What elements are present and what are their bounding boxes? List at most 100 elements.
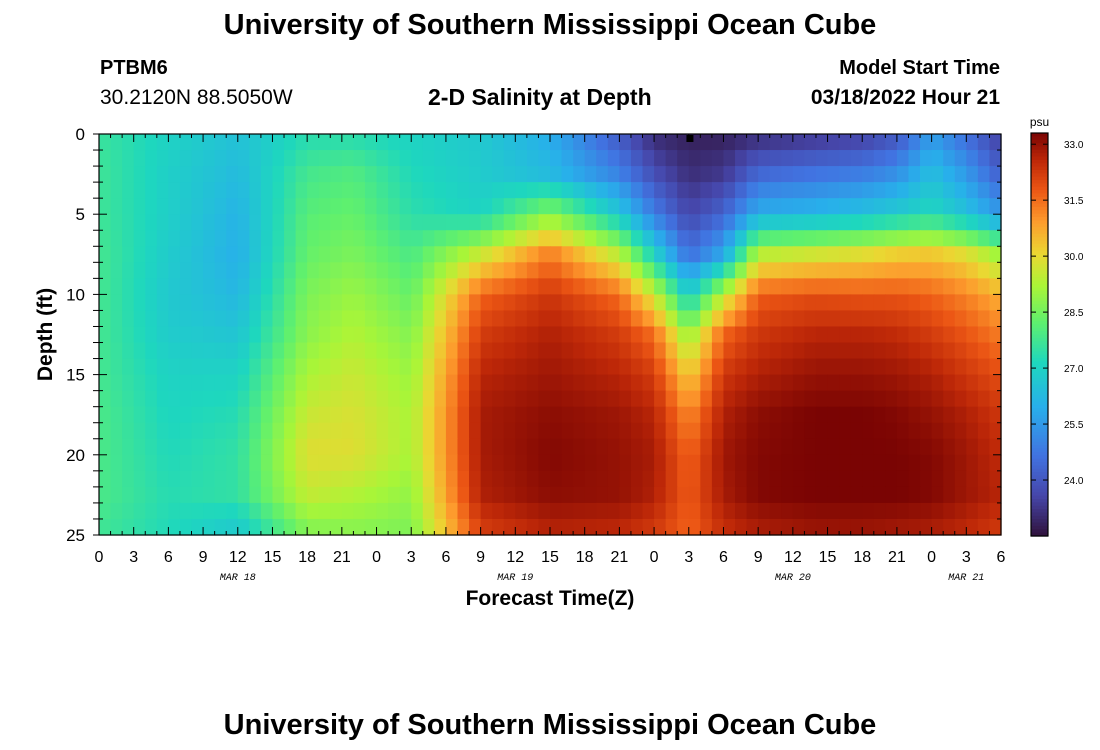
heatmap-cell: [700, 374, 713, 392]
heatmap-cell: [168, 406, 181, 424]
plot-subtitle: 2-D Salinity at Depth: [428, 84, 652, 110]
heatmap-cell: [735, 182, 748, 199]
heatmap-cell: [654, 358, 667, 376]
heatmap-cell: [168, 438, 181, 456]
heatmap-cell: [596, 214, 609, 231]
heatmap-cell: [480, 294, 493, 312]
colorbar-segment: [1031, 243, 1048, 248]
heatmap-cell: [272, 278, 285, 295]
heatmap-cell: [376, 406, 389, 424]
heatmap-cell: [469, 486, 482, 504]
heatmap-cell: [550, 454, 563, 472]
colorbar-segment: [1031, 307, 1048, 312]
colorbar-segment: [1031, 425, 1048, 430]
heatmap-cell: [654, 342, 667, 360]
heatmap-cell: [804, 502, 817, 520]
heatmap-cell: [908, 502, 921, 520]
heatmap-cell: [839, 422, 852, 440]
heatmap-cell: [133, 198, 146, 215]
heatmap-cell: [561, 438, 574, 456]
heatmap-cell: [445, 310, 459, 328]
heatmap-cell: [862, 438, 875, 456]
colorbar-segment: [1031, 405, 1048, 409]
heatmap-cell: [896, 518, 910, 536]
y-axis-title: Depth (ft): [34, 288, 57, 381]
heatmap-cell: [122, 182, 135, 199]
heatmap-cell: [168, 278, 181, 295]
heatmap-cell: [630, 502, 644, 520]
heatmap-cell: [399, 358, 412, 376]
heatmap-cell: [284, 470, 297, 488]
heatmap-cell: [122, 278, 135, 295]
heatmap-cell: [954, 470, 967, 488]
heatmap-cell: [607, 246, 620, 263]
heatmap-cell: [758, 374, 771, 392]
heatmap-cell: [839, 230, 852, 247]
heatmap-cell: [931, 134, 944, 151]
heatmap-cell: [885, 470, 898, 488]
heatmap-cell: [931, 486, 944, 504]
heatmap-cell: [526, 310, 540, 328]
heatmap-cell: [896, 134, 910, 151]
heatmap-cell: [353, 246, 366, 263]
heatmap-cell: [179, 326, 193, 344]
heatmap-cell: [746, 166, 759, 183]
heatmap-cell: [480, 166, 493, 183]
heatmap-cell: [827, 374, 840, 392]
heatmap-cell: [688, 310, 701, 328]
heatmap-cell: [989, 310, 1002, 328]
heatmap-cell: [388, 294, 401, 312]
heatmap-cell: [411, 134, 424, 151]
heatmap-cell: [561, 310, 574, 328]
x-tick-label: 3: [962, 549, 971, 566]
heatmap-cell: [364, 486, 378, 504]
heatmap-cell: [885, 358, 898, 376]
heatmap-cell: [630, 198, 644, 215]
heatmap-cell: [376, 438, 389, 456]
heatmap-cell: [873, 182, 886, 199]
heatmap-cell: [284, 230, 297, 247]
heatmap-cell: [503, 198, 516, 215]
heatmap-cell: [862, 502, 875, 520]
heatmap-cell: [885, 438, 898, 456]
heatmap-cell: [735, 470, 748, 488]
heatmap-cell: [769, 470, 782, 488]
heatmap-cell: [422, 310, 435, 328]
heatmap-cell: [711, 214, 725, 231]
colorbar-segment: [1031, 136, 1048, 141]
heatmap-cell: [573, 326, 586, 344]
heatmap-cell: [792, 134, 806, 151]
heatmap-cell: [561, 390, 574, 408]
heatmap-cell: [700, 262, 713, 279]
heatmap-cell: [920, 406, 933, 424]
heatmap-cell: [237, 454, 250, 472]
heatmap-cell: [642, 518, 655, 536]
colorbar-segment: [1031, 394, 1048, 399]
heatmap-cell: [133, 390, 146, 408]
heatmap-cell: [284, 502, 297, 520]
colorbar-segment: [1031, 163, 1048, 168]
heatmap-cell: [226, 406, 239, 424]
heatmap-cell: [364, 374, 378, 392]
heatmap-cell: [584, 374, 597, 392]
heatmap-cell: [330, 470, 343, 488]
heatmap-cell: [214, 326, 227, 344]
heatmap-cell: [723, 166, 736, 183]
heatmap-cell: [735, 518, 748, 536]
heatmap-cell: [307, 342, 320, 360]
heatmap-cell: [723, 374, 736, 392]
heatmap-cell: [550, 342, 563, 360]
heatmap-cell: [388, 182, 401, 199]
heatmap-cell: [422, 358, 435, 376]
colorbar-segment: [1031, 317, 1048, 322]
heatmap-cell: [457, 150, 470, 167]
heatmap-cell: [214, 342, 227, 360]
heatmap-cell: [931, 246, 944, 263]
heatmap-cell: [295, 390, 308, 408]
heatmap-cell: [341, 454, 355, 472]
heatmap-cell: [318, 342, 331, 360]
heatmap-cell: [665, 438, 678, 456]
heatmap-cell: [411, 150, 424, 167]
heatmap-cell: [260, 502, 274, 520]
heatmap-cell: [827, 262, 840, 279]
